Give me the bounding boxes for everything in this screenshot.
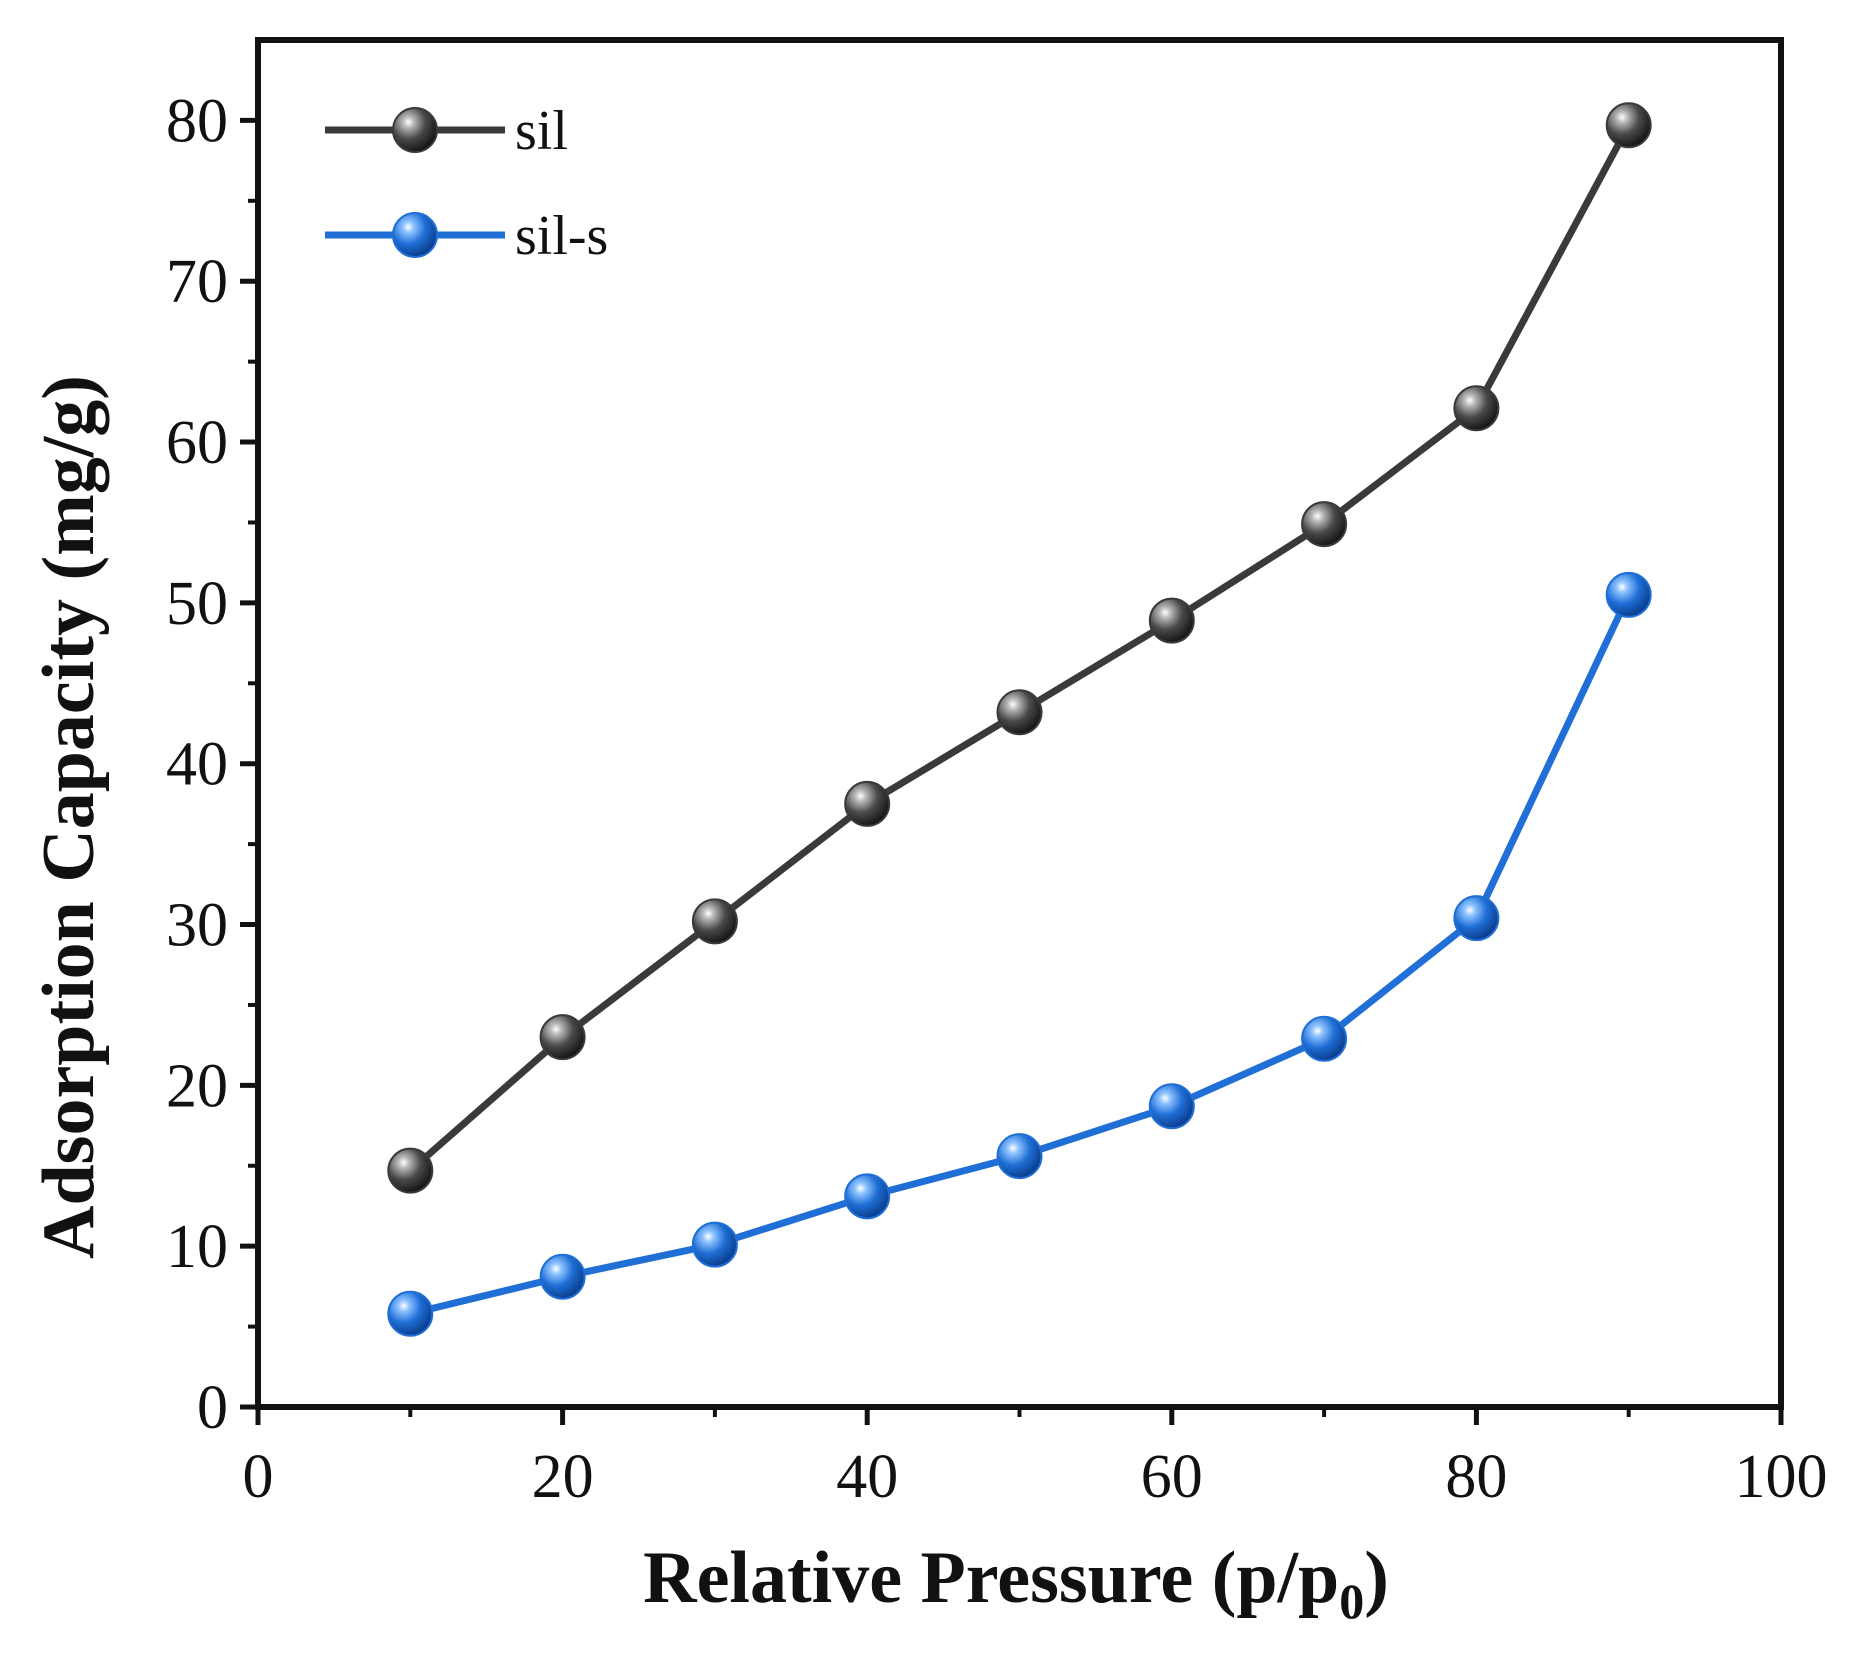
legend: sil sil-s xyxy=(325,100,608,267)
y-tick-label: 70 xyxy=(166,248,228,316)
legend-item-sil: sil xyxy=(325,100,568,162)
series-layer xyxy=(387,102,1652,1337)
data-point-sil xyxy=(1453,385,1500,432)
x-tick-label: 20 xyxy=(532,1443,594,1511)
data-point-sil-s xyxy=(539,1253,586,1300)
data-point-sil xyxy=(691,898,738,945)
data-point-sil-s xyxy=(1453,895,1500,942)
x-tick-label: 0 xyxy=(243,1443,274,1511)
x-axis: 0 20 40 60 80 100 xyxy=(243,1407,1828,1511)
data-point-sil-s xyxy=(844,1173,891,1220)
data-point-sil xyxy=(844,780,891,827)
data-point-sil xyxy=(996,689,1043,736)
data-point-sil-s xyxy=(387,1290,434,1337)
y-tick-label: 10 xyxy=(166,1213,228,1281)
x-axis-title-main: Relative Pressure (p/p xyxy=(643,1537,1339,1619)
series-sil-s xyxy=(387,571,1652,1337)
y-tick-label: 50 xyxy=(166,570,228,638)
y-axis: 0 10 20 30 40 50 60 70 80 xyxy=(166,87,258,1442)
series-sil xyxy=(387,102,1652,1194)
data-point-sil-s xyxy=(1148,1083,1195,1130)
data-point-sil-s xyxy=(691,1221,738,1268)
data-point-sil xyxy=(387,1147,434,1194)
data-point-sil-s xyxy=(1605,571,1652,618)
legend-marker xyxy=(392,212,438,258)
data-point-sil-s xyxy=(996,1133,1043,1180)
legend-item-sil-s: sil-s xyxy=(325,205,608,267)
x-axis-title-subscript: 0 xyxy=(1339,1573,1364,1629)
data-point-sil xyxy=(539,1014,586,1061)
y-tick-label: 30 xyxy=(166,892,228,960)
legend-label: sil xyxy=(515,100,568,162)
y-tick-label: 60 xyxy=(166,409,228,477)
legend-label: sil-s xyxy=(515,205,608,267)
y-tick-label: 0 xyxy=(197,1374,228,1442)
x-tick-label: 40 xyxy=(836,1443,898,1511)
x-tick-label: 60 xyxy=(1141,1443,1203,1511)
x-axis-title-close: ) xyxy=(1364,1537,1389,1619)
data-point-sil xyxy=(1605,102,1652,149)
data-point-sil xyxy=(1148,597,1195,644)
y-tick-label: 80 xyxy=(166,87,228,155)
x-tick-label: 80 xyxy=(1445,1443,1507,1511)
y-tick-label: 20 xyxy=(166,1052,228,1120)
x-tick-label: 100 xyxy=(1735,1443,1828,1511)
y-tick-label: 40 xyxy=(166,731,228,799)
data-point-sil-s xyxy=(1301,1015,1348,1062)
y-axis-title: Adsorption Capacity (mg/g) xyxy=(28,375,110,1259)
x-axis-title: Relative Pressure (p/p0) xyxy=(643,1537,1389,1629)
data-point-sil xyxy=(1301,501,1348,548)
legend-marker xyxy=(392,107,438,153)
series-line-sil xyxy=(407,123,1632,1174)
